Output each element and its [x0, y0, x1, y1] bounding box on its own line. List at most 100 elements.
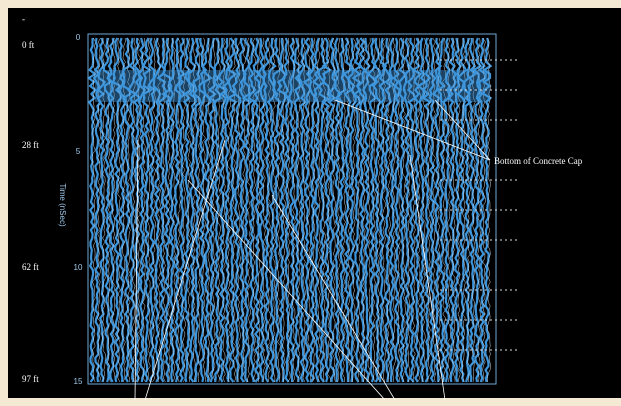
trace-outline: [107, 37, 111, 383]
time-tick: 0: [76, 33, 81, 42]
trace-outline: [482, 37, 486, 383]
trace-outline: [102, 37, 106, 383]
trace: [326, 37, 337, 383]
trace-outline: [147, 37, 151, 383]
trace: [226, 37, 238, 383]
corner-mark: -: [22, 14, 25, 24]
trace: [297, 37, 308, 383]
trace: [467, 38, 478, 383]
trace-outline: [252, 37, 256, 383]
trace-outline: [397, 37, 401, 383]
trace: [411, 37, 423, 383]
trace-outline: [447, 37, 451, 383]
trace: [231, 37, 242, 383]
trace: [342, 37, 353, 383]
trace: [428, 37, 437, 383]
depth-label: 97 ft: [22, 374, 39, 384]
trace-outline: [337, 37, 341, 383]
trace: [176, 37, 187, 383]
trace-outline: [267, 37, 271, 383]
trace: [447, 37, 458, 383]
trace-outline: [312, 37, 316, 383]
trace-outline: [262, 37, 266, 383]
trace-outline: [197, 37, 201, 383]
trace: [366, 37, 378, 383]
trace: [308, 37, 318, 383]
trace-outline: [467, 37, 471, 383]
trace-outline: [277, 37, 281, 383]
trace: [256, 37, 267, 383]
trace-outline: [127, 37, 131, 383]
trace: [147, 37, 158, 383]
trace-outline: [217, 37, 221, 383]
trace: [406, 37, 417, 383]
trace: [192, 37, 202, 383]
trace: [271, 37, 282, 383]
trace: [337, 37, 347, 383]
trace-outline: [332, 37, 336, 383]
trace: [137, 37, 147, 383]
trace-outline: [392, 37, 396, 382]
trace: [152, 37, 162, 383]
trace: [302, 37, 313, 383]
trace-outline: [362, 37, 366, 383]
trace: [371, 37, 382, 383]
trace-outline: [452, 37, 456, 383]
trace-outline: [157, 37, 161, 383]
trace-outline: [372, 37, 376, 383]
trace: [241, 37, 253, 383]
trace-outline: [237, 37, 241, 383]
trace: [252, 37, 262, 383]
trace: [222, 38, 231, 383]
trace: [216, 37, 228, 383]
trace: [317, 37, 328, 383]
trace: [416, 37, 427, 383]
time-tick: 5: [76, 147, 81, 156]
trace: [456, 37, 468, 383]
trace-outline: [382, 37, 386, 383]
depth-label: 62 ft: [22, 262, 39, 272]
trace-outline: [377, 37, 381, 383]
trace-outline: [282, 37, 286, 383]
depth-label: 28 ft: [22, 140, 39, 150]
trace-outline: [97, 37, 101, 383]
trace: [187, 37, 197, 383]
trace: [132, 37, 142, 383]
trace-outline: [437, 37, 441, 383]
trace-outline: [487, 37, 491, 383]
trace-outline: [302, 37, 306, 383]
trace: [173, 37, 182, 383]
trace-outline: [112, 37, 116, 383]
trace: [266, 37, 277, 383]
trace: [127, 37, 138, 383]
trace: [356, 37, 367, 383]
trace-outline: [187, 37, 191, 383]
trace-outline: [357, 37, 361, 383]
trace-outline: [202, 37, 206, 382]
trace: [96, 37, 107, 383]
time-axis-label: Time (nSec): [58, 183, 67, 227]
trace: [481, 37, 493, 383]
trace-outline: [207, 37, 211, 383]
trace-outline: [322, 37, 326, 383]
trace: [141, 37, 154, 383]
trace: [118, 37, 127, 383]
trace: [293, 37, 303, 383]
trace: [282, 37, 291, 383]
trace-outline: [227, 38, 231, 383]
trace-outline: [442, 37, 446, 383]
trace: [421, 37, 433, 383]
trace: [392, 37, 401, 383]
trace-outline: [327, 37, 331, 383]
trace-outline: [367, 37, 371, 383]
trace: [388, 37, 398, 383]
trace: [378, 37, 388, 382]
trace-outline: [307, 37, 311, 382]
trace-outline: [152, 37, 156, 383]
trace-outline: [292, 37, 296, 383]
trace: [432, 37, 443, 383]
trace-outline: [192, 37, 196, 383]
trace-outline: [257, 38, 261, 383]
